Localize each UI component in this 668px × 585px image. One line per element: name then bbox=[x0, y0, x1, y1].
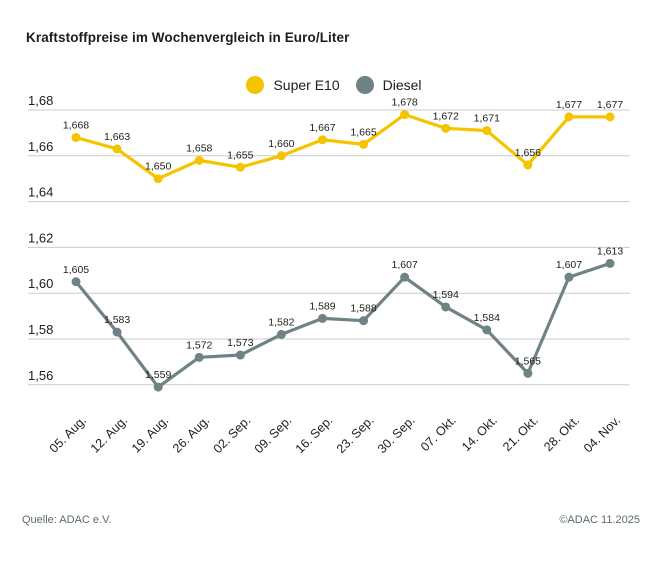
x-tick-label: 02. Sep. bbox=[211, 413, 254, 456]
data-point-super-e10 bbox=[194, 155, 204, 165]
data-label-diesel: 1,594 bbox=[433, 289, 459, 301]
data-point-diesel bbox=[112, 327, 122, 337]
data-point-super-e10 bbox=[317, 135, 327, 145]
data-label-super-e10: 1,672 bbox=[433, 110, 459, 122]
data-label-diesel: 1,589 bbox=[309, 300, 335, 312]
data-point-super-e10 bbox=[276, 151, 286, 161]
data-point-super-e10 bbox=[441, 123, 451, 133]
data-point-super-e10 bbox=[359, 139, 369, 149]
x-tick-label: 16. Sep. bbox=[293, 413, 336, 456]
data-label-super-e10: 1,678 bbox=[391, 97, 417, 109]
chart-footer: Quelle: ADAC e.V. ©ADAC 11.2025 bbox=[22, 514, 640, 526]
data-label-super-e10: 1,655 bbox=[227, 149, 253, 161]
data-point-super-e10 bbox=[564, 112, 574, 122]
y-tick-label: 1,62 bbox=[28, 230, 53, 245]
x-tick-label: 21. Okt. bbox=[500, 413, 541, 454]
y-tick-label: 1,58 bbox=[28, 322, 53, 337]
data-label-diesel: 1,583 bbox=[104, 314, 130, 326]
data-point-super-e10 bbox=[482, 126, 492, 136]
data-label-super-e10: 1,656 bbox=[515, 147, 541, 159]
data-point-diesel bbox=[564, 272, 574, 282]
data-label-super-e10: 1,665 bbox=[350, 126, 376, 138]
legend-item-super-e10: Super E10 bbox=[246, 76, 340, 94]
x-tick-label: 30. Sep. bbox=[375, 413, 418, 456]
data-label-diesel: 1,572 bbox=[186, 339, 212, 351]
data-point-super-e10 bbox=[112, 144, 122, 154]
x-tick-label: 04. Nov. bbox=[581, 413, 623, 455]
data-label-super-e10: 1,660 bbox=[268, 138, 294, 150]
data-point-super-e10 bbox=[605, 112, 615, 122]
legend-label-diesel: Diesel bbox=[382, 77, 422, 93]
data-point-super-e10 bbox=[523, 160, 533, 170]
data-point-super-e10 bbox=[400, 110, 410, 120]
data-point-diesel bbox=[153, 382, 163, 392]
data-label-super-e10: 1,677 bbox=[556, 99, 582, 111]
data-label-diesel: 1,605 bbox=[63, 264, 89, 276]
data-point-diesel bbox=[482, 325, 492, 335]
data-point-diesel bbox=[276, 329, 286, 339]
x-tick-label: 09. Sep. bbox=[252, 413, 295, 456]
data-label-diesel: 1,607 bbox=[556, 259, 582, 271]
data-point-diesel bbox=[523, 368, 533, 378]
x-tick-label: 28. Okt. bbox=[541, 413, 582, 454]
x-tick-label: 05. Aug. bbox=[47, 413, 89, 455]
data-point-diesel bbox=[441, 302, 451, 312]
data-point-diesel bbox=[71, 277, 81, 287]
diesel-marker-icon bbox=[355, 76, 374, 94]
source-note: Quelle: ADAC e.V. bbox=[22, 514, 112, 526]
data-label-diesel: 1,607 bbox=[391, 259, 417, 271]
x-tick-label: 14. Okt. bbox=[459, 413, 500, 454]
super-e10-marker-icon bbox=[246, 76, 265, 94]
x-tick-label: 07. Okt. bbox=[418, 413, 459, 454]
data-label-super-e10: 1,663 bbox=[104, 131, 130, 143]
data-label-diesel: 1,613 bbox=[597, 245, 623, 257]
data-label-diesel: 1,582 bbox=[268, 316, 294, 328]
data-label-super-e10: 1,667 bbox=[309, 122, 335, 134]
data-label-diesel: 1,573 bbox=[227, 337, 253, 349]
data-point-diesel bbox=[400, 272, 410, 282]
data-point-super-e10 bbox=[235, 162, 245, 172]
copyright-note: ©ADAC 11.2025 bbox=[559, 514, 640, 526]
y-tick-label: 1,56 bbox=[28, 368, 53, 383]
data-point-super-e10 bbox=[71, 132, 81, 142]
data-label-diesel: 1,588 bbox=[350, 303, 376, 315]
series-line-diesel bbox=[74, 261, 612, 389]
data-label-super-e10: 1,658 bbox=[186, 142, 212, 154]
data-point-diesel bbox=[194, 352, 204, 362]
data-label-diesel: 1,565 bbox=[515, 355, 541, 367]
data-point-diesel bbox=[359, 316, 369, 326]
y-tick-label: 1,64 bbox=[28, 185, 53, 200]
data-point-diesel bbox=[317, 313, 327, 323]
series-line-super-e10 bbox=[74, 112, 612, 181]
legend-item-diesel: Diesel bbox=[355, 76, 422, 94]
data-point-diesel bbox=[605, 258, 615, 268]
x-tick-label: 19. Aug. bbox=[129, 413, 171, 455]
data-label-super-e10: 1,671 bbox=[474, 113, 500, 125]
data-label-super-e10: 1,677 bbox=[597, 99, 623, 111]
data-label-diesel: 1,559 bbox=[145, 369, 171, 381]
y-tick-label: 1,60 bbox=[28, 276, 53, 291]
data-label-super-e10: 1,668 bbox=[63, 119, 89, 131]
x-tick-label: 12. Aug. bbox=[88, 413, 130, 455]
y-tick-label: 1,68 bbox=[28, 93, 53, 108]
x-tick-label: 26. Aug. bbox=[170, 413, 212, 455]
data-point-diesel bbox=[235, 350, 245, 360]
data-label-super-e10: 1,650 bbox=[145, 161, 171, 173]
data-point-super-e10 bbox=[153, 174, 163, 184]
y-tick-label: 1,66 bbox=[28, 139, 53, 154]
legend-label-super-e10: Super E10 bbox=[273, 77, 340, 93]
data-label-diesel: 1,584 bbox=[474, 312, 500, 324]
legend: Super E10 Diesel bbox=[0, 76, 668, 94]
chart-title: Kraftstoffpreise im Wochenvergleich in E… bbox=[26, 30, 350, 45]
x-tick-label: 23. Sep. bbox=[334, 413, 377, 456]
